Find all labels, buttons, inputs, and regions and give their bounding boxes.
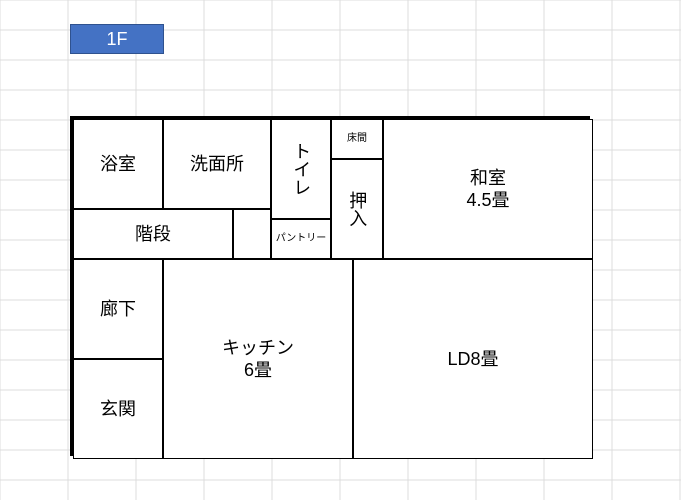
- room-oshiire: 押入: [331, 159, 383, 259]
- room-label-bath: 浴室: [100, 153, 136, 176]
- room-hallway: 廊下: [73, 259, 163, 359]
- room-ld: LD8畳: [353, 259, 593, 459]
- room-label-ld: LD8畳: [447, 348, 498, 371]
- room-washitsu: 和室 4.5畳: [383, 119, 593, 259]
- room-bath: 浴室: [73, 119, 163, 209]
- floor-badge: 1F: [70, 24, 164, 54]
- room-kitchen: キッチン 6畳: [163, 259, 353, 459]
- room-label-kitchen: キッチン 6畳: [222, 337, 294, 382]
- room-label-washroom: 洗面所: [190, 153, 244, 176]
- room-pantry: パントリー: [271, 219, 331, 259]
- room-toilet: トイレ: [271, 119, 331, 219]
- room-genkan: 玄関: [73, 359, 163, 459]
- room-stairs: 階段: [73, 209, 233, 259]
- room-label-genkan: 玄関: [100, 398, 136, 421]
- room-gap: [233, 209, 271, 259]
- room-label-hallway: 廊下: [100, 298, 136, 321]
- room-label-oshiire: 押入: [346, 191, 369, 227]
- room-tokonoma: 床間: [331, 119, 383, 159]
- room-label-toilet: トイレ: [290, 142, 313, 196]
- room-label-stairs: 階段: [135, 223, 171, 246]
- room-label-washitsu: 和室 4.5畳: [466, 167, 509, 212]
- floor-plan: 浴室 洗面所 トイレパントリー 床間押入 和室 4.5畳階段廊下玄関 キッチン 6畳 LD8…: [70, 116, 590, 456]
- room-washroom: 洗面所: [163, 119, 271, 209]
- floor-badge-label: 1F: [106, 29, 127, 50]
- room-label-pantry: パントリー: [276, 233, 327, 246]
- room-label-tokonoma: 床間: [347, 133, 367, 146]
